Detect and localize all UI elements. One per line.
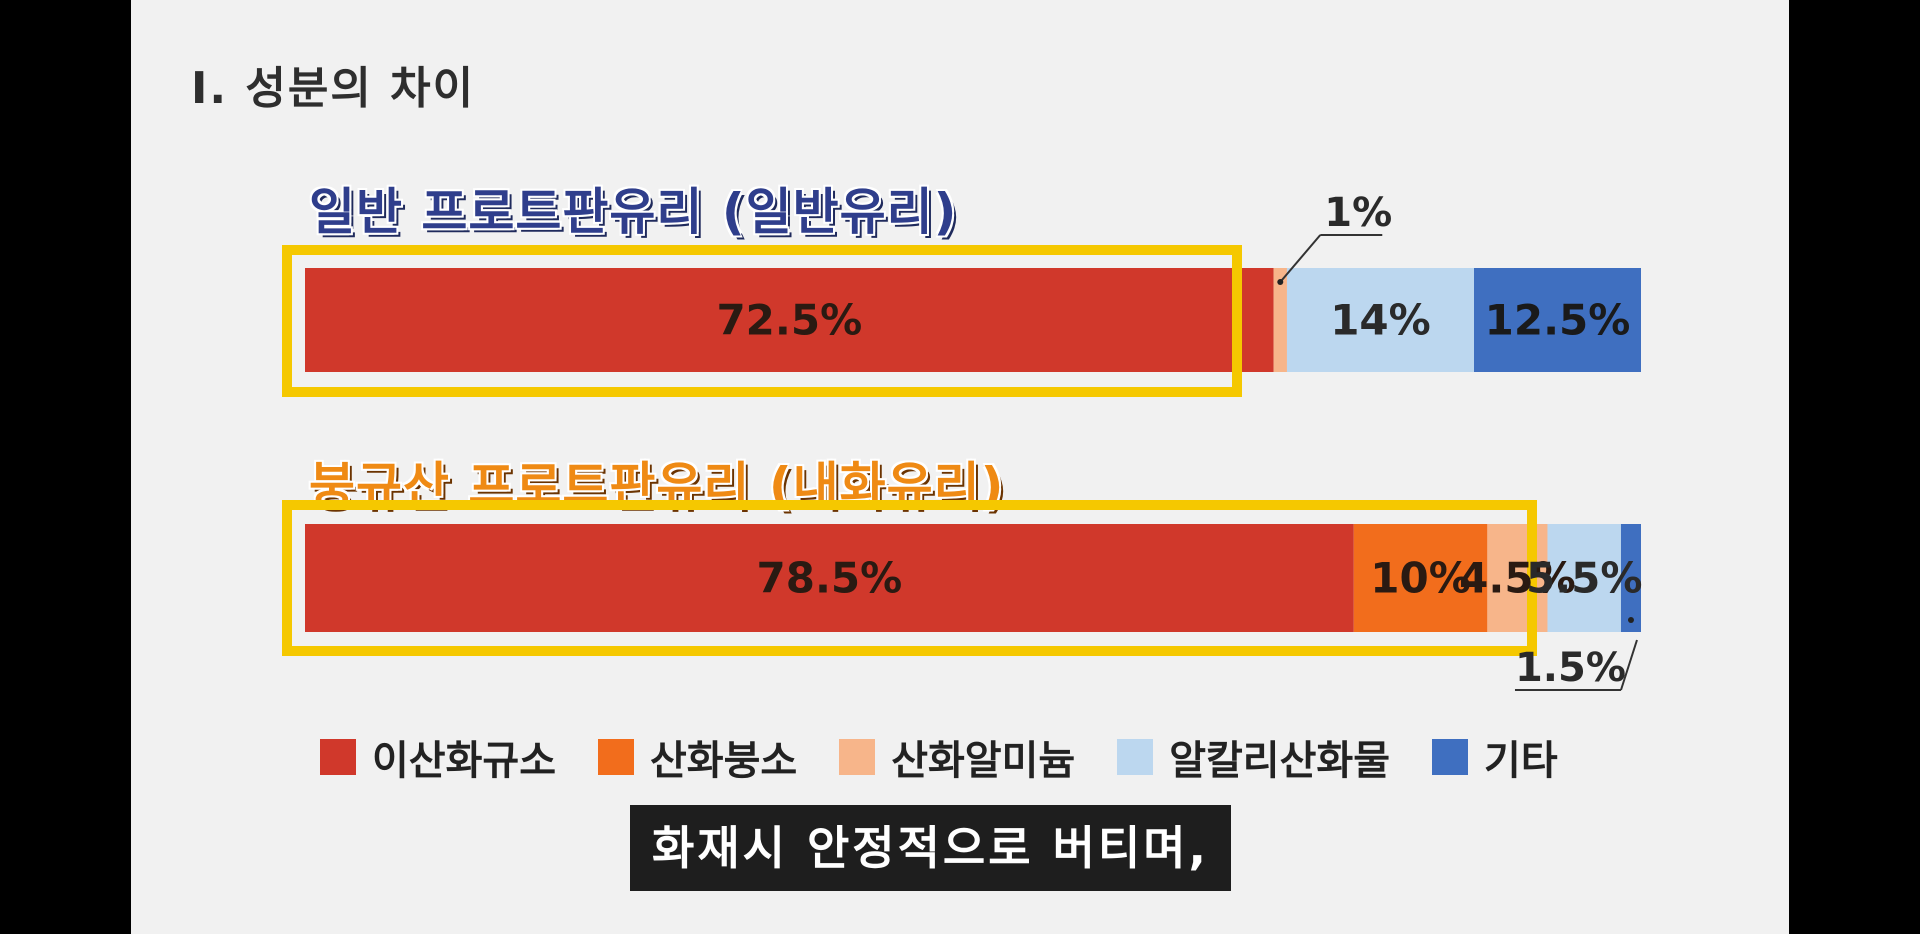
legend-item-silica: 이산화규소 xyxy=(320,728,556,786)
bar-2-highlight-frame xyxy=(282,500,1537,656)
chart-legend: 이산화규소 산화붕소 산화알미늄 알칼리산화물 기타 xyxy=(320,728,1558,786)
bar-2-segment-1 xyxy=(305,524,1354,632)
legend-label-alkali-oxide: 알칼리산화물 xyxy=(1169,738,1391,784)
bar-2-label-5-leader xyxy=(1620,639,1638,691)
legend-label-other: 기타 xyxy=(1484,738,1558,784)
legend-swatch-alkali-oxide xyxy=(1117,739,1154,775)
legend-item-boron-oxide: 산화붕소 xyxy=(598,728,797,786)
legend-swatch-alumina xyxy=(839,739,876,775)
bar-1-label-3-dot xyxy=(1277,279,1284,285)
bar-1-label-3-leader xyxy=(1279,234,1322,283)
bar-2-label-2: 10% xyxy=(1370,554,1471,603)
bar-2-label-5-dot xyxy=(1627,617,1634,623)
legend-label-silica: 이산화규소 xyxy=(372,738,556,784)
legend-label-alumina: 산화알미늄 xyxy=(891,738,1076,784)
video-subtitle: 화재시 안정적으로 버티며, xyxy=(630,805,1232,891)
bar-2-label-4: 5.5% xyxy=(1526,554,1642,603)
bar-2-label-5: 1.5% xyxy=(1515,645,1626,691)
bar-1-segment-5 xyxy=(1474,268,1641,372)
bar-2-segment-3 xyxy=(1487,524,1548,632)
legend-label-boron-oxide: 산화붕소 xyxy=(650,738,798,784)
legend-swatch-other xyxy=(1432,739,1469,775)
bar-1-label-1: 72.5% xyxy=(716,296,862,345)
bar-2-segment-5 xyxy=(1620,524,1641,632)
bar-2-label-1: 78.5% xyxy=(757,554,903,603)
bar-2-segment-2 xyxy=(1353,524,1488,632)
legend-item-alkali-oxide: 알칼리산화물 xyxy=(1117,728,1390,786)
legend-item-alumina: 산화알미늄 xyxy=(839,728,1075,786)
slide-title: Ⅰ. 성분의 차이 xyxy=(191,63,476,114)
bar-1-label-4: 14% xyxy=(1330,296,1431,345)
legend-item-other: 기타 xyxy=(1432,728,1558,786)
bar-1-segment-3 xyxy=(1273,268,1287,372)
bar-1-segment-1 xyxy=(305,268,1274,372)
bar-1-segment-4 xyxy=(1286,268,1474,372)
legend-swatch-boron-oxide xyxy=(598,739,634,775)
legend-swatch-silica xyxy=(320,739,356,775)
bar-1-label-3: 1% xyxy=(1324,190,1392,236)
bar-1-highlight-frame xyxy=(282,245,1242,397)
slide: Ⅰ. 성분의 차이 일반 프로트판유리 (일반유리) 붕규산 프로트판유리 (내… xyxy=(131,0,1789,934)
bar-2-label-3: 4.5% xyxy=(1459,554,1575,603)
bar-heading-general-glass: 일반 프로트판유리 (일반유리) xyxy=(309,183,958,241)
bar-2-segment-4 xyxy=(1547,524,1621,632)
bar-1-label-5: 12.5% xyxy=(1485,296,1631,345)
